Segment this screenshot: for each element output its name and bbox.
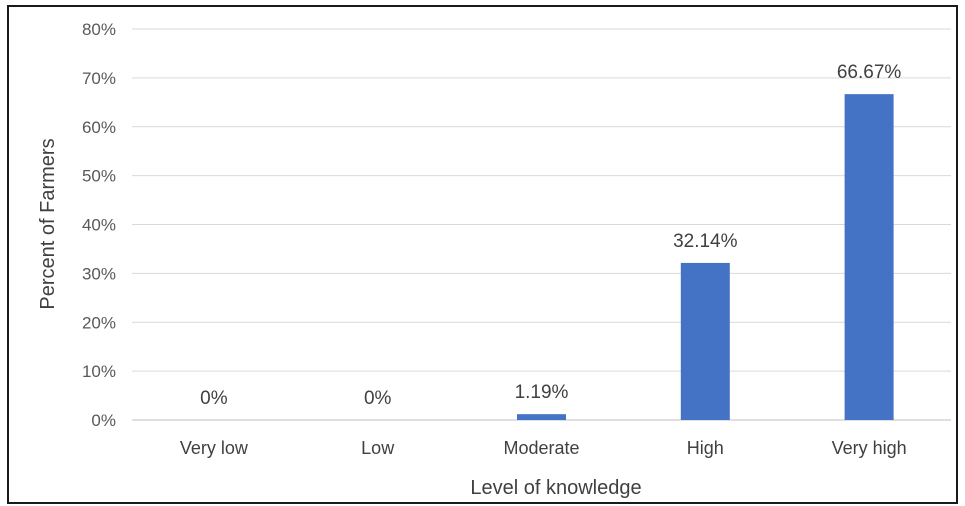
- data-label: 1.19%: [515, 382, 569, 403]
- x-axis-ticks: Very low Low Moderate High Very high: [180, 438, 907, 458]
- data-label: 0%: [200, 388, 228, 409]
- y-tick-label: 80%: [82, 20, 116, 39]
- data-label: 66.67%: [837, 62, 902, 83]
- bar: [844, 94, 894, 420]
- x-axis-title: Level of knowledge: [470, 477, 641, 499]
- x-tick-label: Low: [361, 438, 395, 458]
- y-tick-label: 70%: [82, 69, 116, 88]
- data-label: 32.14%: [673, 231, 738, 252]
- y-tick-label: 30%: [82, 264, 116, 283]
- y-tick-label: 0%: [91, 411, 116, 430]
- x-tick-label: High: [687, 438, 724, 458]
- y-tick-label: 10%: [82, 362, 116, 381]
- bar: [680, 262, 730, 420]
- x-tick-label: Very high: [832, 438, 907, 458]
- chart-frame: [7, 5, 958, 504]
- data-label: 0%: [364, 388, 392, 409]
- gridlines: [132, 28, 951, 421]
- y-tick-label: 60%: [82, 118, 116, 137]
- y-tick-label: 40%: [82, 216, 116, 235]
- bars: [517, 94, 894, 420]
- bar: [517, 414, 566, 420]
- x-tick-label: Moderate: [503, 438, 579, 458]
- x-tick-label: Very low: [180, 438, 249, 458]
- y-axis-ticks: 0% 10% 20% 30% 40% 50% 60% 70% 80%: [82, 20, 116, 430]
- y-axis-title: Percent of Farmers: [37, 138, 59, 309]
- data-labels: 0% 0% 1.19% 32.14% 66.67%: [200, 62, 901, 409]
- y-tick-label: 20%: [82, 313, 116, 332]
- y-tick-label: 50%: [82, 167, 116, 186]
